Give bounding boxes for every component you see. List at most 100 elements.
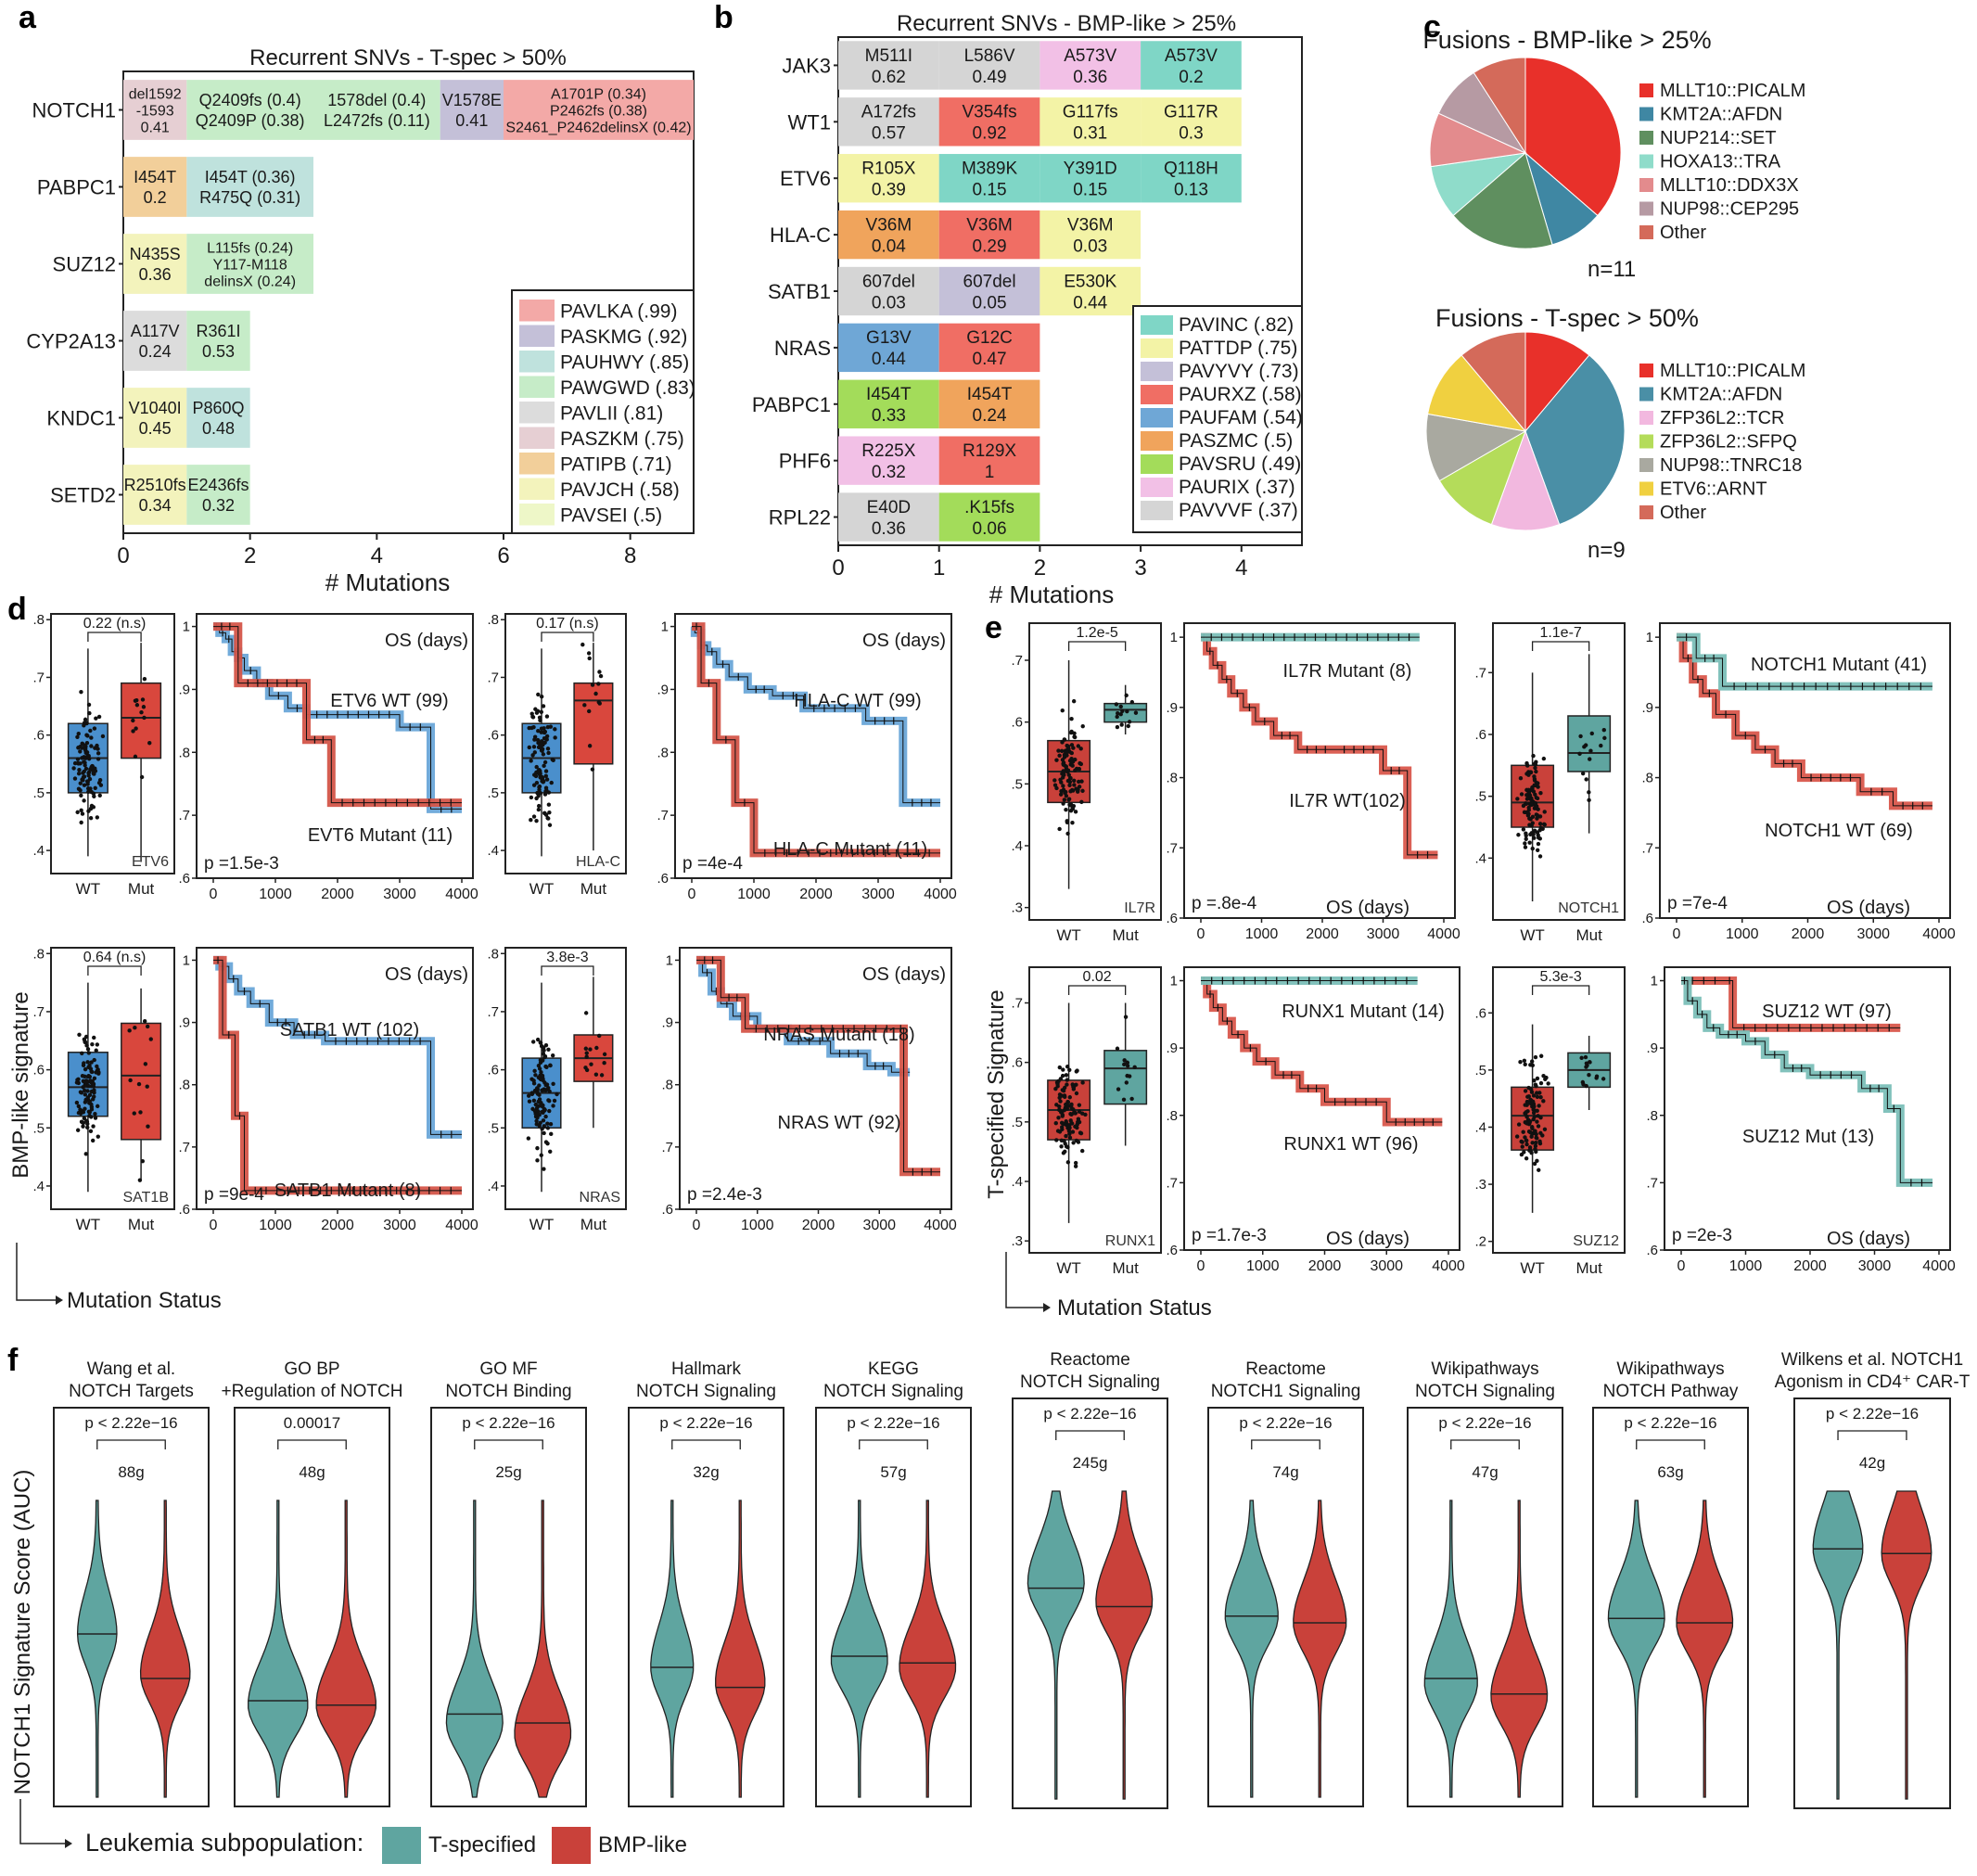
jitter-point bbox=[1530, 1141, 1535, 1145]
jitter-point bbox=[1069, 1102, 1074, 1107]
km-y-tick-label: 1 bbox=[1651, 974, 1658, 989]
bar-segment bbox=[186, 234, 313, 294]
jitter-point bbox=[1531, 1099, 1536, 1104]
group-label: WT bbox=[1520, 1259, 1544, 1277]
jitter-point bbox=[526, 1093, 531, 1098]
jitter-point bbox=[1067, 802, 1073, 808]
segment-label: 0.03 bbox=[1073, 236, 1107, 256]
jitter-point bbox=[78, 788, 83, 793]
legend-swatch bbox=[519, 478, 555, 500]
legend-swatch bbox=[1141, 454, 1173, 474]
bar-segment bbox=[186, 157, 313, 217]
legend-label: PAVSRU (.49) bbox=[1179, 453, 1301, 475]
legend-swatch bbox=[1639, 83, 1653, 97]
bar-segment bbox=[938, 41, 1040, 90]
jitter-point bbox=[1077, 785, 1082, 789]
km-curve-core bbox=[1201, 636, 1438, 856]
x-tick-label: 3 bbox=[1134, 555, 1146, 581]
jitter-point bbox=[78, 761, 83, 766]
jitter-point bbox=[85, 754, 90, 759]
jitter-point bbox=[1526, 1101, 1532, 1105]
box-frame bbox=[1492, 966, 1626, 1254]
jitter-point bbox=[1071, 1111, 1077, 1116]
sig-bracket bbox=[1636, 1439, 1705, 1449]
jitter-point bbox=[1519, 1152, 1524, 1157]
segment-label: 0.24 bbox=[139, 342, 172, 361]
box-frame bbox=[1028, 622, 1162, 921]
jitter-point bbox=[1057, 753, 1062, 758]
km-x-axis-label: OS (days) bbox=[385, 631, 468, 651]
jitter-point bbox=[1061, 1121, 1066, 1127]
jitter-point bbox=[96, 1134, 100, 1139]
km-pvalue: p =4e-4 bbox=[682, 854, 743, 874]
violin-title: Wilkens et al. NOTCH1 bbox=[1781, 1350, 1963, 1370]
y-tick-label: .7 bbox=[1011, 996, 1023, 1012]
sig-bracket bbox=[277, 1439, 347, 1449]
pie-slice bbox=[1490, 429, 1561, 531]
km-x-tick-label: 0 bbox=[1677, 1258, 1686, 1274]
y-tick-label: .6 bbox=[1474, 727, 1486, 743]
segment-label: E2436fs bbox=[187, 476, 249, 494]
jitter-point bbox=[537, 1066, 542, 1071]
segment-label: 0.2 bbox=[144, 188, 167, 207]
jitter-point bbox=[1533, 1129, 1537, 1134]
violin-title: NOTCH Signaling bbox=[636, 1382, 776, 1401]
jitter-point bbox=[539, 1077, 543, 1082]
violin-title: Reactome bbox=[1245, 1359, 1326, 1379]
jitter-point bbox=[97, 777, 103, 783]
segment-label: A573V bbox=[1165, 46, 1218, 66]
jitter-point bbox=[87, 1074, 93, 1079]
x-tick-label: 0 bbox=[117, 543, 129, 568]
gene-label: SUZ12 bbox=[1573, 1233, 1619, 1249]
jitter-point bbox=[1528, 770, 1534, 775]
jitter-point bbox=[88, 1078, 93, 1083]
category-label: SUZ12 bbox=[53, 253, 116, 276]
jitter-point bbox=[1061, 761, 1065, 766]
km-x-axis-label: OS (days) bbox=[1326, 898, 1409, 918]
jitter-point bbox=[1071, 698, 1077, 704]
category-label: PABPC1 bbox=[37, 176, 116, 199]
jitter-point bbox=[143, 1062, 148, 1066]
box-frame bbox=[50, 613, 175, 874]
jitter-point bbox=[1057, 1107, 1063, 1113]
jitter-point bbox=[1529, 1134, 1534, 1139]
y-tick-label: .4 bbox=[32, 1179, 45, 1194]
km-y-tick-label: .6 bbox=[1641, 911, 1653, 926]
x-axis-label: Mutation Status bbox=[1057, 1295, 1212, 1321]
segment-label: A172fs bbox=[861, 103, 916, 122]
jitter-point bbox=[1073, 757, 1078, 762]
gene-label: RUNX1 bbox=[1105, 1233, 1155, 1249]
km-group-label: SATB1 Mutant (8) bbox=[274, 1180, 422, 1201]
jitter-point bbox=[553, 727, 557, 732]
jitter-point bbox=[546, 1047, 551, 1053]
x-tick-label: 0 bbox=[832, 555, 844, 581]
jitter-point bbox=[548, 1121, 554, 1127]
sig-pvalue: 1.2e-5 bbox=[1076, 625, 1117, 641]
group-label: Mut bbox=[128, 1216, 155, 1233]
km-y-tick-label: 1 bbox=[183, 619, 190, 635]
km-y-tick-label: .9 bbox=[1166, 700, 1178, 716]
jitter-point bbox=[1537, 1168, 1541, 1172]
jitter-point bbox=[536, 769, 541, 773]
category-label: NRAS bbox=[774, 337, 831, 360]
jitter-point bbox=[83, 1040, 88, 1045]
jitter-point bbox=[540, 1104, 544, 1109]
segment-label: 0.29 bbox=[973, 236, 1007, 256]
jitter-point bbox=[1542, 1127, 1548, 1131]
jitter-point bbox=[1057, 1065, 1063, 1070]
km-y-tick-label: .9 bbox=[178, 1015, 190, 1031]
jitter-point bbox=[548, 1149, 553, 1155]
km-x-tick-label: 0 bbox=[210, 887, 218, 902]
jitter-point bbox=[86, 1083, 91, 1089]
jitter-point bbox=[1536, 807, 1540, 811]
jitter-point bbox=[541, 1118, 546, 1123]
jitter-point bbox=[83, 1088, 87, 1093]
jitter-point bbox=[1056, 1116, 1061, 1120]
violin-title: NOTCH Signaling bbox=[1415, 1382, 1555, 1401]
segment-label: E530K bbox=[1064, 272, 1116, 291]
jitter-point bbox=[533, 1073, 538, 1078]
jitter-point bbox=[1065, 820, 1070, 824]
jitter-point bbox=[589, 1062, 593, 1066]
jitter-point bbox=[83, 1152, 88, 1156]
